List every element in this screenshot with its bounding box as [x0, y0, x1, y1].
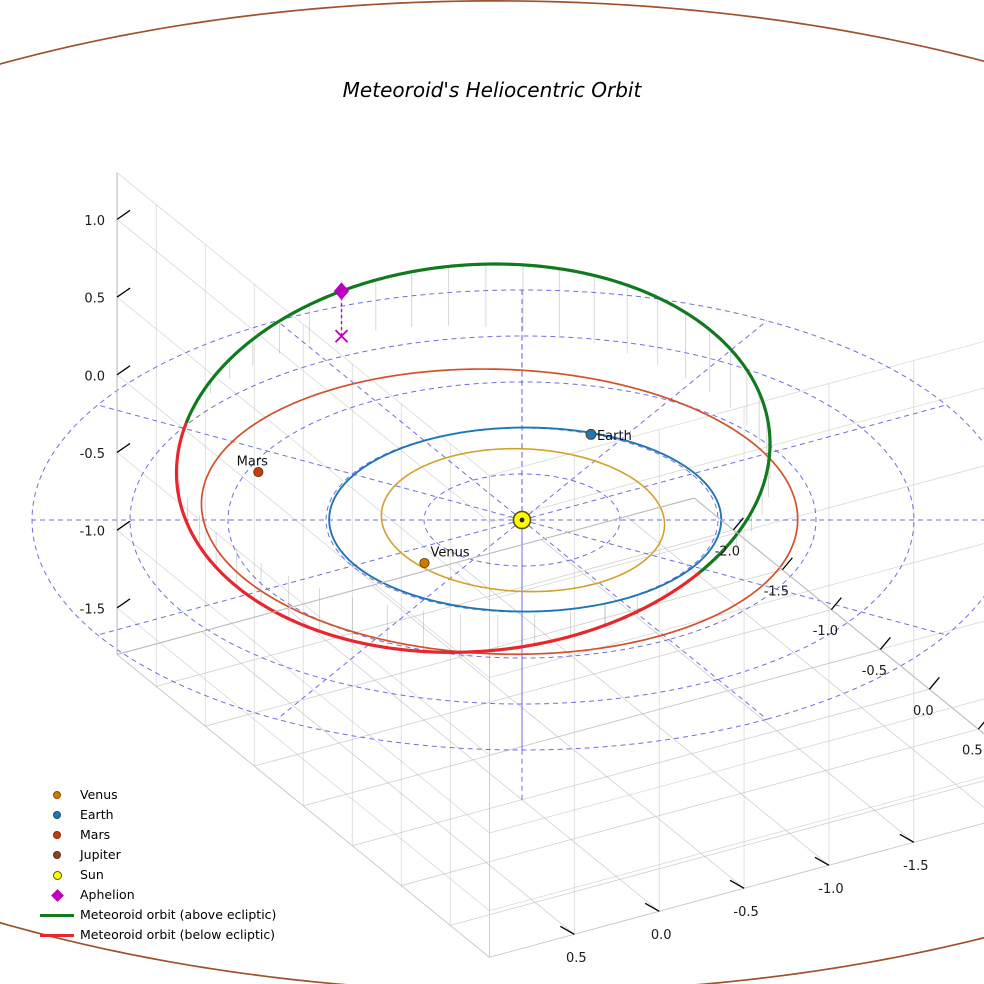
- x-tick-label: -1.0: [813, 624, 838, 639]
- legend-label: Sun: [80, 866, 104, 882]
- legend-item-sun[interactable]: Sun: [34, 864, 276, 884]
- y-tick-label: -1.5: [903, 859, 928, 874]
- legend-swatch-circle-icon: [34, 865, 80, 884]
- sun-core-icon: [519, 517, 525, 523]
- legend-label: Meteoroid orbit (below ecliptic): [80, 926, 276, 942]
- z-tick-label: 0.0: [84, 369, 105, 384]
- legend-item-meteoroid-orbit-below-ecliptic[interactable]: Meteoroid orbit (below ecliptic): [34, 924, 276, 944]
- y-tick-label: -0.5: [733, 905, 758, 920]
- planet-label-mars: Mars: [237, 455, 269, 470]
- legend-item-venus[interactable]: Venus: [34, 784, 276, 804]
- planet-marker-venus: [419, 557, 430, 569]
- x-tick-label: -0.5: [862, 664, 887, 679]
- legend-swatch-circle-icon: [34, 805, 80, 824]
- legend-item-earth[interactable]: Earth: [34, 804, 276, 824]
- legend-label: Jupiter: [80, 846, 121, 862]
- legend[interactable]: Venus Earth Mars Jupiter Sun Aphelion Meteoroi…: [34, 784, 276, 944]
- legend-swatch-diamond-icon: [34, 885, 80, 904]
- z-tick-label: -1.0: [80, 525, 105, 540]
- legend-label: Meteoroid orbit (above ecliptic): [80, 906, 277, 922]
- body-markers: Venus Earth Mars: [237, 428, 632, 569]
- y-tick-label: -1.0: [818, 882, 843, 897]
- y-tick-label: 0.0: [651, 928, 672, 943]
- planet-marker-mars: [253, 466, 264, 478]
- legend-label: Mars: [80, 826, 111, 842]
- z-tick-label: 1.0: [84, 214, 105, 229]
- x-tick-label: -1.5: [764, 584, 789, 599]
- y-tick-label: 0.5: [566, 951, 587, 966]
- aphelion-marker: [333, 282, 350, 300]
- planet-label-earth: Earth: [597, 429, 632, 444]
- meteoroid-orbit: [174, 262, 772, 654]
- legend-swatch-line-icon: [34, 925, 80, 944]
- legend-item-aphelion[interactable]: Aphelion: [34, 884, 276, 904]
- z-tick-label: -0.5: [80, 447, 105, 462]
- axis-spines: [116, 172, 984, 935]
- legend-item-jupiter[interactable]: Jupiter: [34, 844, 276, 864]
- legend-swatch-line-icon: [34, 905, 80, 924]
- axes-panes: [116, 172, 984, 958]
- legend-label: Aphelion: [80, 886, 135, 902]
- x-tick-label: -2.0: [715, 544, 740, 559]
- axis-tick-labels: 1.0 0.5 0.0 -0.5 -1.0 -1.5 -2.0 -1.5 -1.0 -0.5 0.0…: [80, 214, 983, 966]
- planet-marker-earth: [585, 428, 597, 440]
- aphelion-projection-x-icon: [334, 329, 349, 343]
- planet-label-venus: Venus: [430, 546, 469, 561]
- ecliptic-polar-grid: [31, 289, 984, 800]
- z-tick-label: -1.5: [80, 602, 105, 617]
- z-tick-label: 0.5: [84, 292, 105, 307]
- legend-label: Earth: [80, 806, 114, 822]
- legend-item-mars[interactable]: Mars: [34, 824, 276, 844]
- legend-swatch-circle-icon: [34, 785, 80, 804]
- x-tick-label: 0.5: [962, 744, 983, 759]
- legend-item-meteoroid-orbit-above-ecliptic[interactable]: Meteoroid orbit (above ecliptic): [34, 904, 276, 924]
- legend-swatch-circle-icon: [34, 825, 80, 844]
- legend-label: Venus: [80, 786, 118, 802]
- legend-swatch-circle-icon: [34, 845, 80, 864]
- x-tick-label: 0.0: [913, 704, 934, 719]
